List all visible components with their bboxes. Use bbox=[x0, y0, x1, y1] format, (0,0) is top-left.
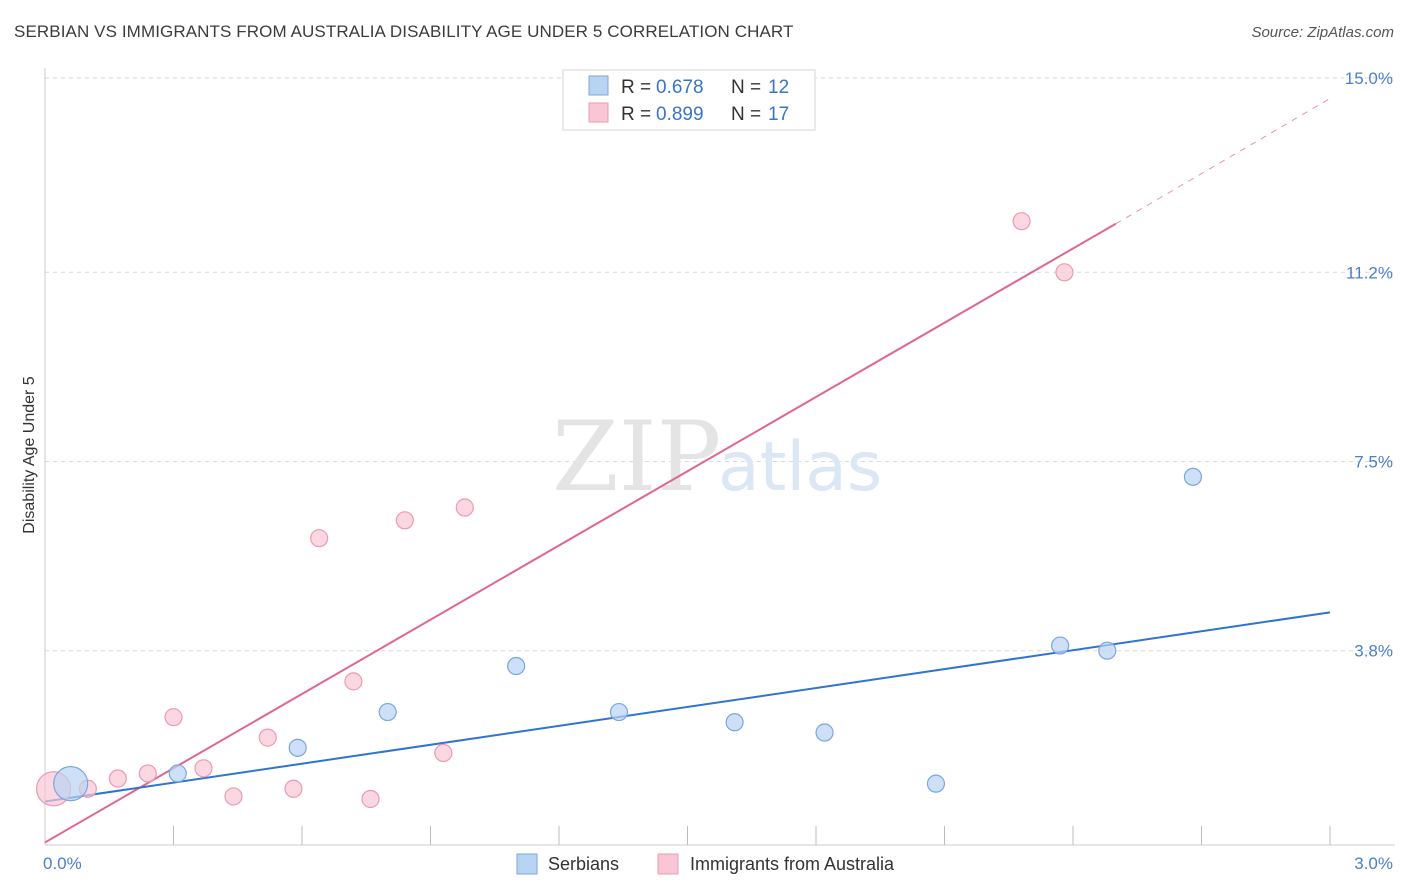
point-serbians bbox=[507, 656, 526, 676]
legend-r-value-0: 0.678 bbox=[656, 77, 704, 98]
point-australia bbox=[284, 779, 303, 798]
point-australia bbox=[258, 728, 277, 747]
grid-layer bbox=[45, 77, 1395, 652]
legend-n-label-1: N = bbox=[731, 104, 761, 125]
points-layer bbox=[35, 212, 1203, 809]
x-tick-label-max: 3.0% bbox=[1354, 854, 1393, 873]
series-legend: Serbians Immigrants from Australia bbox=[516, 853, 895, 875]
axes-layer bbox=[44, 68, 1395, 846]
point-serbians bbox=[815, 723, 834, 742]
y-tick-label: 3.8% bbox=[1354, 642, 1393, 661]
point-australia bbox=[108, 769, 127, 788]
correlation-legend: R = 0.678 N = 12 R = 0.899 N = 17 bbox=[562, 69, 816, 131]
legend-r-label-0: R = bbox=[621, 77, 651, 98]
point-australia bbox=[344, 672, 363, 691]
labels-layer: 3.8% 7.5% 11.2% 15.0% 0.0% 3.0% bbox=[43, 69, 1393, 873]
point-serbians bbox=[53, 766, 89, 802]
legend-swatch-serbians bbox=[588, 75, 609, 96]
legend-n-label-0: N = bbox=[731, 77, 761, 98]
point-australia bbox=[224, 787, 243, 806]
legend-r-value-1: 0.899 bbox=[656, 104, 704, 125]
series-legend-label-australia: Immigrants from Australia bbox=[690, 854, 895, 874]
point-serbians bbox=[926, 774, 946, 793]
point-australia bbox=[434, 743, 453, 763]
trend-layer bbox=[44, 98, 1331, 844]
series-legend-swatch-serbians bbox=[516, 853, 538, 875]
legend-n-value-1: 17 bbox=[768, 104, 789, 125]
x-tick-label-min: 0.0% bbox=[43, 854, 82, 873]
y-axis-title: Disability Age Under 5 bbox=[21, 376, 38, 534]
watermark: ZIP atlas bbox=[552, 401, 882, 513]
legend-r-label-1: R = bbox=[621, 104, 651, 125]
series-legend-swatch-australia bbox=[657, 853, 679, 875]
point-australia bbox=[194, 759, 213, 778]
point-serbians bbox=[609, 702, 629, 722]
watermark-zip: ZIP bbox=[552, 401, 721, 513]
legend-n-value-0: 12 bbox=[768, 77, 789, 98]
source-label: Source: ZipAtlas.com bbox=[1251, 24, 1394, 41]
point-serbians bbox=[378, 702, 397, 722]
trendline-serbians bbox=[44, 611, 1331, 803]
y-tick-label: 11.2% bbox=[1346, 263, 1393, 282]
y-tick-label: 7.5% bbox=[1354, 453, 1393, 472]
trendline-australia bbox=[44, 222, 1117, 844]
point-australia bbox=[395, 511, 414, 530]
chart-title: SERBIAN VS IMMIGRANTS FROM AUSTRALIA DIS… bbox=[14, 22, 794, 41]
point-serbians bbox=[1051, 636, 1070, 655]
trendline-australia-extension bbox=[1115, 98, 1331, 225]
point-serbians bbox=[288, 738, 307, 757]
point-australia bbox=[1055, 263, 1074, 282]
series-legend-label-serbians: Serbians bbox=[548, 854, 619, 874]
point-australia bbox=[138, 764, 157, 783]
legend-swatch-australia bbox=[588, 102, 609, 123]
point-australia bbox=[164, 708, 183, 727]
point-australia bbox=[361, 789, 380, 809]
point-serbians bbox=[1183, 467, 1203, 486]
point-australia bbox=[1012, 212, 1031, 231]
point-serbians bbox=[168, 764, 187, 783]
watermark-atlas: atlas bbox=[718, 428, 882, 507]
point-australia bbox=[310, 529, 329, 548]
point-serbians bbox=[1098, 641, 1117, 660]
point-serbians bbox=[725, 713, 744, 732]
y-tick-label: 15.0% bbox=[1345, 69, 1393, 88]
point-australia bbox=[455, 498, 474, 517]
